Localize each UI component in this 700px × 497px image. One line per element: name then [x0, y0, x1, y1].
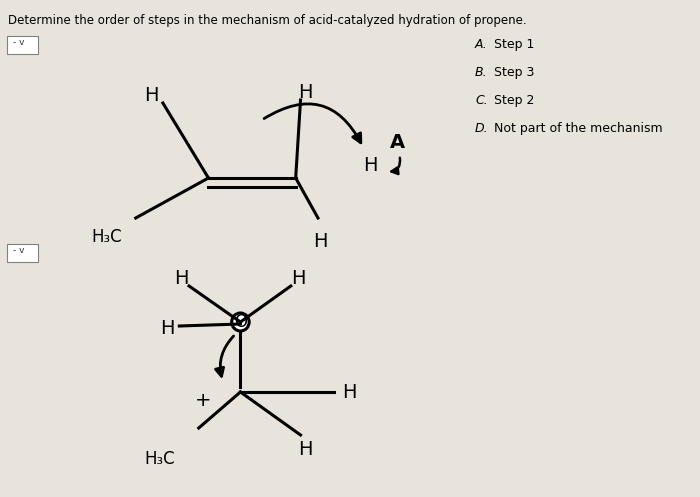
Text: Determine the order of steps in the mechanism of acid-catalyzed hydration of pro: Determine the order of steps in the mech… — [8, 14, 526, 27]
Text: A.: A. — [475, 38, 488, 51]
FancyBboxPatch shape — [7, 244, 38, 262]
Text: H: H — [342, 383, 356, 402]
Text: Not part of the mechanism: Not part of the mechanism — [494, 122, 663, 135]
Text: - v: - v — [13, 246, 24, 255]
FancyBboxPatch shape — [7, 36, 38, 54]
FancyArrowPatch shape — [216, 336, 234, 376]
Text: H: H — [174, 268, 188, 287]
FancyArrowPatch shape — [391, 158, 400, 174]
FancyArrowPatch shape — [264, 104, 360, 143]
Text: H: H — [298, 439, 313, 459]
Text: H: H — [363, 156, 377, 174]
Text: H: H — [144, 85, 158, 104]
Text: Step 1: Step 1 — [494, 38, 535, 51]
Text: H: H — [298, 83, 313, 101]
Text: H: H — [291, 268, 306, 287]
Text: H₃C: H₃C — [91, 228, 122, 246]
Text: B.: B. — [475, 66, 488, 79]
Text: D.: D. — [475, 122, 489, 135]
Text: +: + — [195, 391, 212, 410]
Text: C.: C. — [475, 94, 488, 107]
Text: A: A — [390, 133, 405, 152]
Text: Step 2: Step 2 — [494, 94, 535, 107]
Text: Step 3: Step 3 — [494, 66, 535, 79]
Text: H₃C: H₃C — [145, 450, 175, 468]
Text: H: H — [313, 232, 327, 251]
Text: - v: - v — [13, 38, 24, 47]
Text: O: O — [234, 313, 247, 331]
Circle shape — [232, 313, 249, 331]
Text: H: H — [160, 319, 175, 337]
